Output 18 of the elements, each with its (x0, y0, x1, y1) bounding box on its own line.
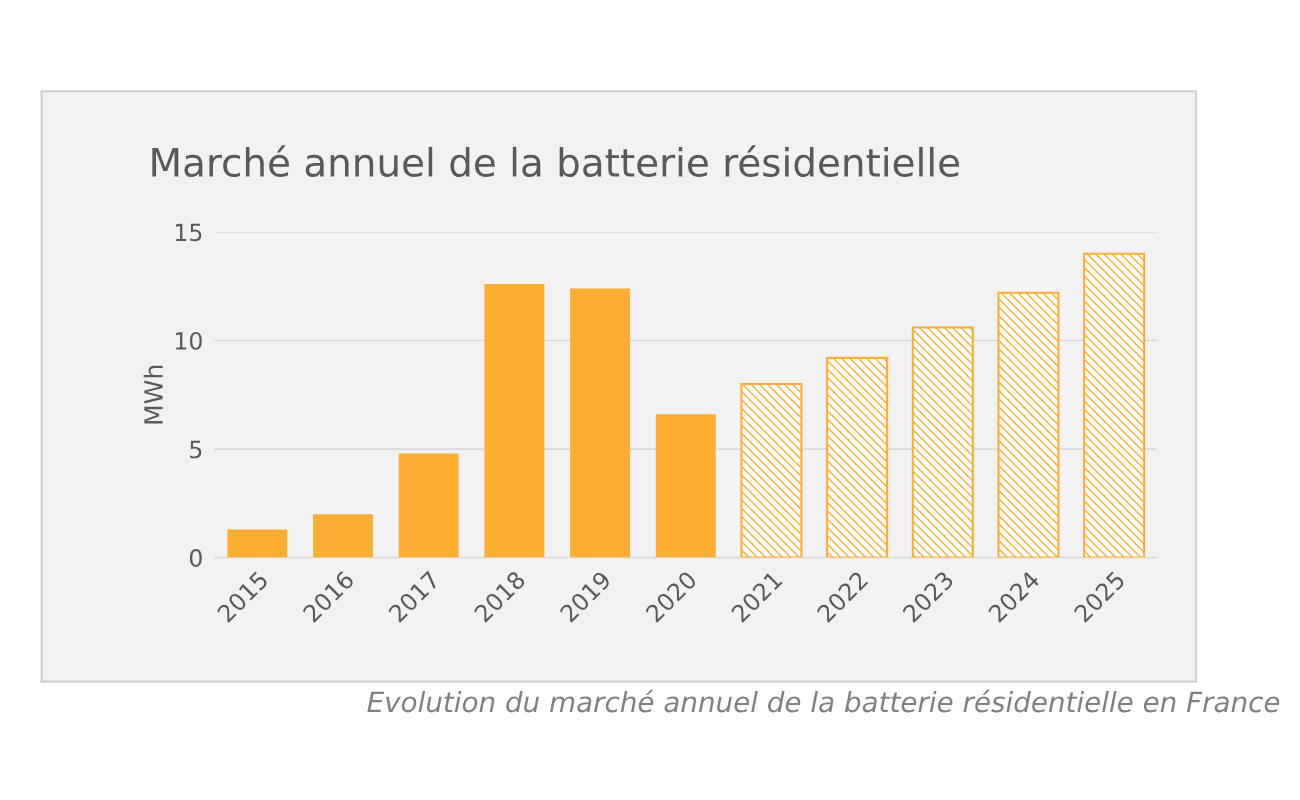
bar (227, 529, 288, 558)
bar (740, 382, 803, 558)
bar (570, 288, 631, 558)
y-tick-label: 5 (190, 440, 202, 459)
bar (1083, 252, 1146, 558)
y-tick-label: 0 (189, 549, 202, 567)
chart-title: Marché annuel de la batterie résidentielle (152, 145, 959, 177)
bar (911, 326, 974, 558)
y-tick-label: 10 (175, 331, 202, 350)
bar (997, 291, 1060, 558)
text: Evolution du marché annuel de la batterie résidentielle en France (367, 689, 1280, 713)
bar (484, 284, 545, 558)
y-axis-title: MWh (143, 365, 163, 424)
bar (826, 356, 889, 558)
bar (313, 514, 374, 558)
bar (655, 414, 716, 558)
bar (398, 453, 459, 558)
y-tick-label: 15 (175, 223, 202, 242)
